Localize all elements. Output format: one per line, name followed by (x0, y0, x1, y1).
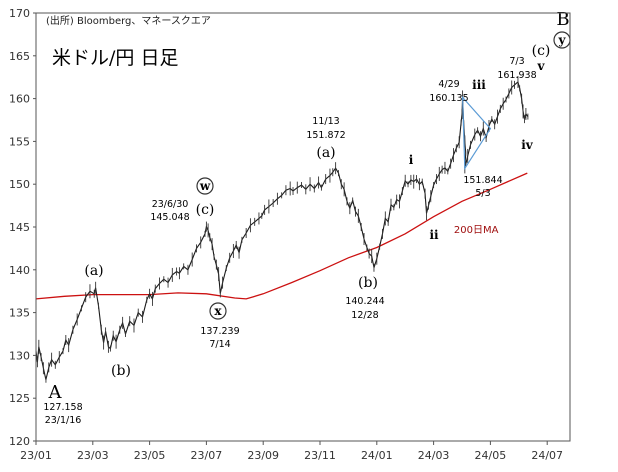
source-note: (出所) Bloomberg、マネースクエア (46, 14, 211, 27)
triangle-layer (461, 95, 492, 171)
x-tick-label: 23/03 (77, 449, 109, 462)
ma200-line (35, 172, 528, 300)
date-label: 7/14 (209, 339, 230, 350)
wave-label-A: A (48, 382, 63, 403)
price-label: 161.938 (497, 70, 536, 81)
y-tick-label: 150 (9, 178, 30, 191)
moving-average-layer (35, 172, 528, 300)
date-label: 23/6/30 (152, 199, 189, 210)
x-tick-label: 23/11 (304, 449, 336, 462)
date-label: 7/3 (509, 56, 524, 67)
date-label: 11/13 (312, 116, 339, 127)
wave-circle-label: x (214, 304, 222, 318)
x-tick-label: 23/01 (20, 449, 52, 462)
date-label: 5/3 (475, 188, 490, 199)
date-label: 12/28 (351, 310, 378, 321)
wave-circle-label: w (199, 179, 211, 193)
y-tick-label: 130 (9, 349, 30, 362)
y-tick-label: 135 (9, 307, 30, 320)
y-tick-label: 160 (9, 93, 30, 106)
axis-layer: 120 125 130 135 140 145 150 155 160 165 170 23/01 23… (9, 7, 571, 462)
y-tick-label: 125 (9, 392, 30, 405)
x-tick-label: 23/09 (247, 449, 279, 462)
wave-label-a1: (a) (84, 263, 103, 279)
y-tick-label: 145 (9, 221, 30, 234)
price-label: 160.135 (429, 93, 468, 104)
wave-label-c2: (c) (532, 43, 551, 59)
wave-circle (196, 177, 214, 195)
wave-label-b1: (b) (111, 363, 131, 379)
chart-title: 米ドル/円 日足 (52, 47, 178, 69)
y-tick-label: 120 (9, 435, 30, 448)
price-label: 127.158 (43, 402, 82, 413)
date-label: 23/1/16 (45, 415, 82, 426)
price-label: 137.239 (200, 326, 239, 337)
wave-label-v: v (537, 59, 546, 73)
price-label: 145.048 (150, 212, 189, 223)
y-tick-label: 155 (9, 135, 30, 148)
wave-label-a2: (a) (316, 145, 335, 161)
x-tick-label: 24/03 (418, 449, 450, 462)
triangle-pattern (461, 95, 492, 171)
price-label: 140.244 (345, 296, 384, 307)
wave-label-B: B (556, 9, 569, 30)
price-label: 151.844 (463, 175, 502, 186)
wave-circle (209, 302, 227, 320)
date-label: 4/29 (438, 79, 459, 90)
x-tick-label: 23/05 (134, 449, 166, 462)
wave-label-c1: (c) (196, 202, 215, 218)
x-tick-label: 24/07 (531, 449, 563, 462)
price-label: 151.872 (306, 130, 345, 141)
wave-label-b2: (b) (358, 275, 378, 291)
wave-label-ii: ii (429, 228, 439, 242)
x-tick-label: 24/05 (475, 449, 507, 462)
ma200-label: 200日MA (454, 225, 499, 236)
wave-label-iv: iv (521, 138, 534, 152)
x-tick-label: 23/07 (191, 449, 223, 462)
y-tick-label: 170 (9, 7, 30, 20)
x-tick-label: 24/01 (361, 449, 393, 462)
wave-label-iii: iii (472, 78, 486, 92)
wave-label-i: i (409, 153, 414, 167)
y-tick-label: 140 (9, 264, 30, 277)
wave-circle-label: y (558, 33, 567, 47)
y-tick-label: 165 (9, 50, 30, 63)
